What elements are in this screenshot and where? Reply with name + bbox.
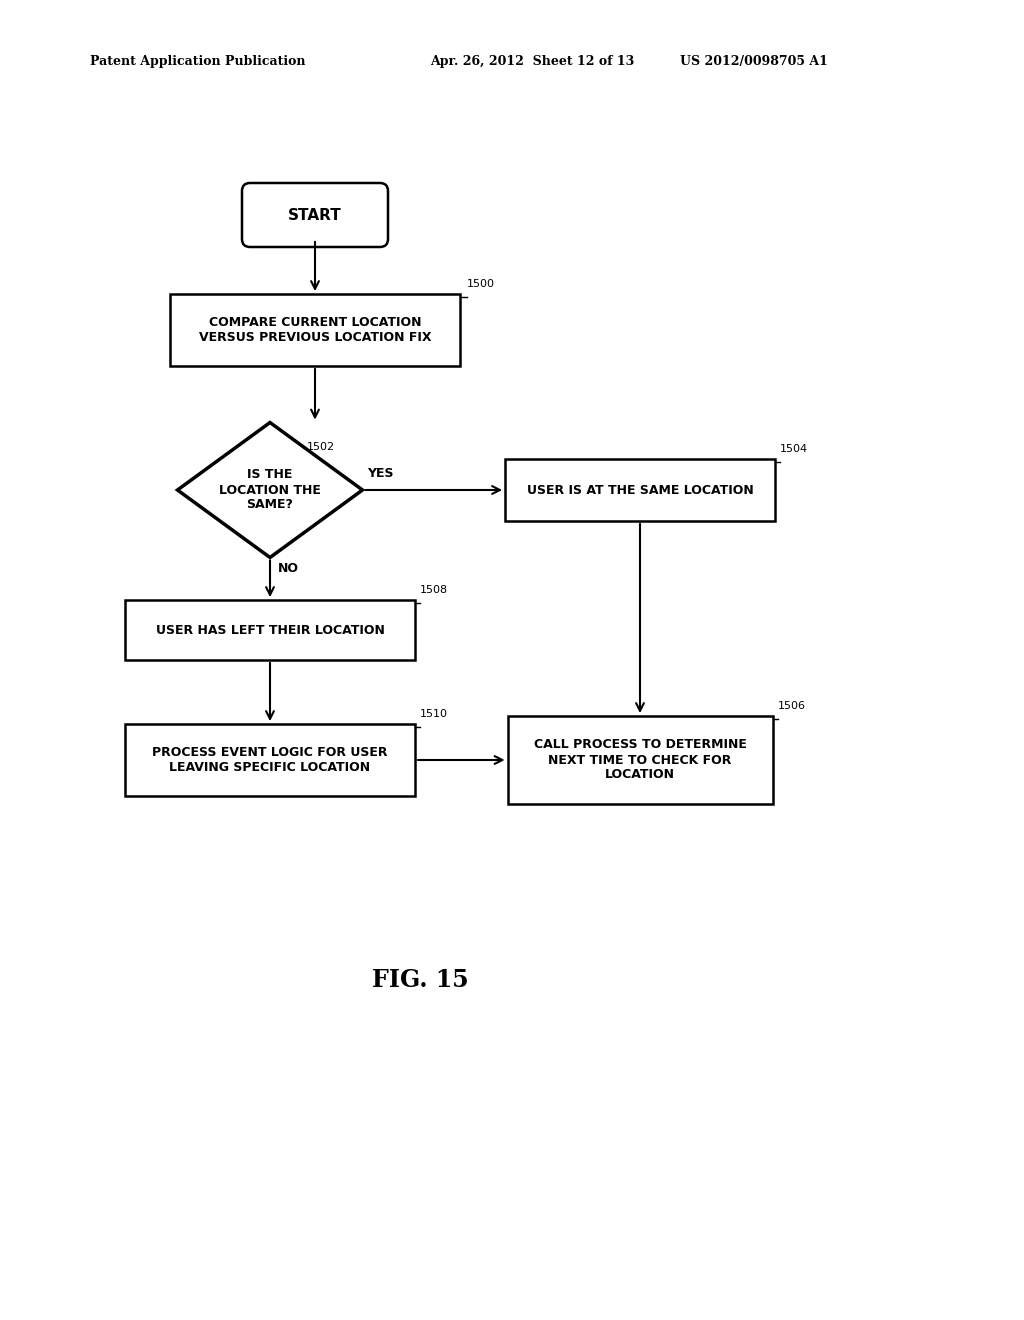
Text: START: START bbox=[288, 207, 342, 223]
Text: USER IS AT THE SAME LOCATION: USER IS AT THE SAME LOCATION bbox=[526, 483, 754, 496]
Text: 1504: 1504 bbox=[780, 444, 808, 454]
Text: IS THE
LOCATION THE
SAME?: IS THE LOCATION THE SAME? bbox=[219, 469, 321, 511]
Text: 1510: 1510 bbox=[420, 709, 449, 719]
Text: COMPARE CURRENT LOCATION
VERSUS PREVIOUS LOCATION FIX: COMPARE CURRENT LOCATION VERSUS PREVIOUS… bbox=[199, 315, 431, 345]
Text: USER HAS LEFT THEIR LOCATION: USER HAS LEFT THEIR LOCATION bbox=[156, 623, 384, 636]
Text: CALL PROCESS TO DETERMINE
NEXT TIME TO CHECK FOR
LOCATION: CALL PROCESS TO DETERMINE NEXT TIME TO C… bbox=[534, 738, 746, 781]
Text: FIG. 15: FIG. 15 bbox=[372, 968, 468, 993]
Bar bbox=[505, 459, 775, 521]
Text: 1502: 1502 bbox=[307, 442, 335, 453]
Bar bbox=[508, 715, 772, 804]
Bar bbox=[125, 601, 415, 660]
Text: US 2012/0098705 A1: US 2012/0098705 A1 bbox=[680, 55, 827, 69]
Bar bbox=[125, 723, 415, 796]
Text: Apr. 26, 2012  Sheet 12 of 13: Apr. 26, 2012 Sheet 12 of 13 bbox=[430, 55, 634, 69]
Polygon shape bbox=[177, 422, 362, 557]
Text: NO: NO bbox=[278, 562, 299, 576]
Text: 1506: 1506 bbox=[777, 701, 806, 711]
Text: 1508: 1508 bbox=[420, 585, 449, 595]
Bar bbox=[170, 294, 460, 366]
Text: YES: YES bbox=[368, 467, 394, 480]
Text: PROCESS EVENT LOGIC FOR USER
LEAVING SPECIFIC LOCATION: PROCESS EVENT LOGIC FOR USER LEAVING SPE… bbox=[153, 746, 388, 774]
FancyBboxPatch shape bbox=[242, 183, 388, 247]
Text: Patent Application Publication: Patent Application Publication bbox=[90, 55, 305, 69]
Text: 1500: 1500 bbox=[467, 279, 495, 289]
